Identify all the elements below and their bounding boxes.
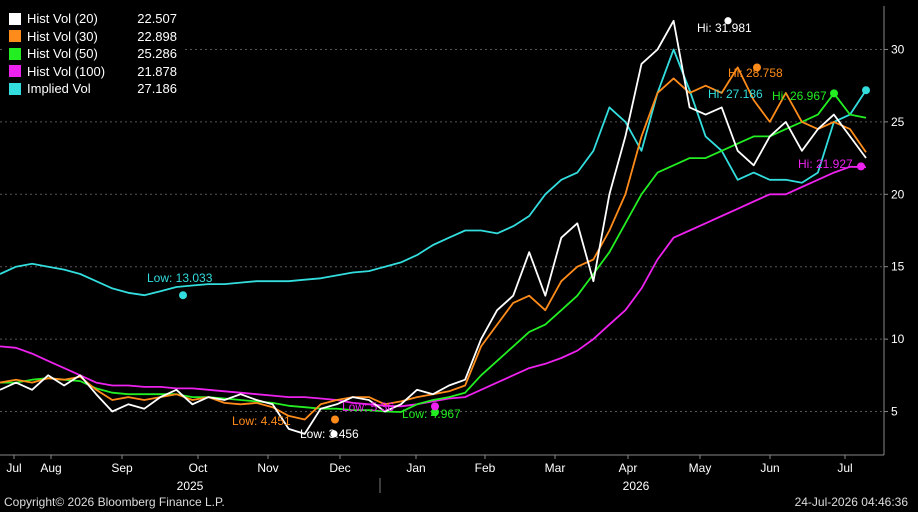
annotation-high-0: Hi: 31.981 xyxy=(697,21,752,35)
legend-item-hv100: Hist Vol (100) 21.878 xyxy=(9,63,177,81)
marker-low-0 xyxy=(329,429,339,439)
legend-value: 27.186 xyxy=(137,81,177,96)
x-tick-label: Apr xyxy=(619,461,638,475)
copyright: Copyright© 2026 Bloomberg Finance L.P. xyxy=(4,495,225,509)
marker-high-0 xyxy=(723,16,733,26)
x-tick-label: Dec xyxy=(329,461,350,475)
legend-label: Hist Vol (50) xyxy=(27,46,98,61)
y-tick-label: 20 xyxy=(891,187,905,201)
legend-swatch xyxy=(9,65,21,78)
legend-swatch xyxy=(9,30,21,43)
legend-label: Hist Vol (20) xyxy=(27,11,98,26)
annotation-low-4: Low: 13.033 xyxy=(147,271,213,285)
series-line-0 xyxy=(0,19,867,435)
x-tick-label: Mar xyxy=(545,461,566,475)
marker-low-4 xyxy=(179,291,187,300)
x-tick-label: Sep xyxy=(111,461,133,475)
y-axis: 5 10 15 20 25 30 xyxy=(883,6,905,455)
marker-low-2 xyxy=(431,408,439,417)
marker-low-1 xyxy=(331,415,339,424)
x-tick-label: Aug xyxy=(40,461,61,475)
x-tick-label: Oct xyxy=(189,461,208,475)
annotation-low-0: Low: 3.456 xyxy=(300,427,359,441)
year-label: 2025 xyxy=(177,479,204,493)
y-tick-label: 5 xyxy=(891,405,898,419)
marker-high-4 xyxy=(862,86,870,95)
timestamp: 24-Jul-2026 04:46:36 xyxy=(794,495,908,509)
y-tick-label: 10 xyxy=(891,332,905,346)
annotation-high-2: Hi: 26.967 xyxy=(772,89,827,103)
legend: Hist Vol (20) 22.507 Hist Vol (30) 22.89… xyxy=(5,8,183,102)
series-line-3 xyxy=(0,165,867,408)
legend-label: Hist Vol (100) xyxy=(27,63,106,79)
legend-value: 22.507 xyxy=(137,11,177,26)
annotation-high-4: Hi: 27.186 xyxy=(708,87,763,101)
grid-lines xyxy=(0,48,884,413)
series-line-2 xyxy=(0,92,867,413)
legend-label: Hist Vol (30) xyxy=(27,28,98,44)
annotation-low-2: Low: 4.967 xyxy=(402,407,461,421)
legend-value: 21.878 xyxy=(137,63,177,79)
marker-low-3 xyxy=(431,402,439,411)
legend-value: 25.286 xyxy=(137,46,177,61)
legend-item-hv30: Hist Vol (30) 22.898 xyxy=(9,28,177,46)
x-tick-label: Jan xyxy=(406,461,425,475)
x-axis: Jul Aug Sep Oct Nov Dec Jan Feb Mar Apr May Jun Jul 2… xyxy=(0,454,884,493)
x-tick-label: Jul xyxy=(837,461,852,475)
year-label: 2026 xyxy=(623,479,650,493)
x-tick-label: Nov xyxy=(257,461,278,475)
legend-item-hv50: Hist Vol (50) 25.286 xyxy=(9,45,177,63)
y-tick-label: 15 xyxy=(891,260,905,274)
legend-swatch xyxy=(9,12,21,25)
x-tick-label: Jun xyxy=(760,461,779,475)
annotation-low-1: Low: 4.451 xyxy=(232,414,291,428)
y-tick-label: 25 xyxy=(891,115,905,129)
series-line-1 xyxy=(0,66,867,421)
legend-value: 22.898 xyxy=(137,28,177,44)
annotation-high-3: Hi: 21.927 xyxy=(798,157,853,171)
legend-swatch xyxy=(9,82,21,95)
legend-item-hv20: Hist Vol (20) 22.507 xyxy=(9,10,177,28)
series-lines xyxy=(0,19,867,435)
annotation-low-3: Low: 5.36 xyxy=(342,400,394,414)
x-tick-label: Jul xyxy=(6,461,21,475)
legend-item-implied: Implied Vol 27.186 xyxy=(9,80,177,98)
legend-swatch xyxy=(9,47,21,60)
x-tick-label: Feb xyxy=(475,461,496,475)
annotation-high-1: Hi: 28.758 xyxy=(728,66,783,80)
legend-label: Implied Vol xyxy=(27,81,91,96)
marker-high-3 xyxy=(857,162,865,171)
x-tick-label: May xyxy=(689,461,712,475)
marker-high-2 xyxy=(830,89,838,98)
y-tick-label: 30 xyxy=(891,42,905,56)
marker-high-1 xyxy=(753,63,761,72)
annotations: Low: 3.456 Hi: 31.981 Low: 4.451 Hi: 28.758… xyxy=(147,16,870,441)
